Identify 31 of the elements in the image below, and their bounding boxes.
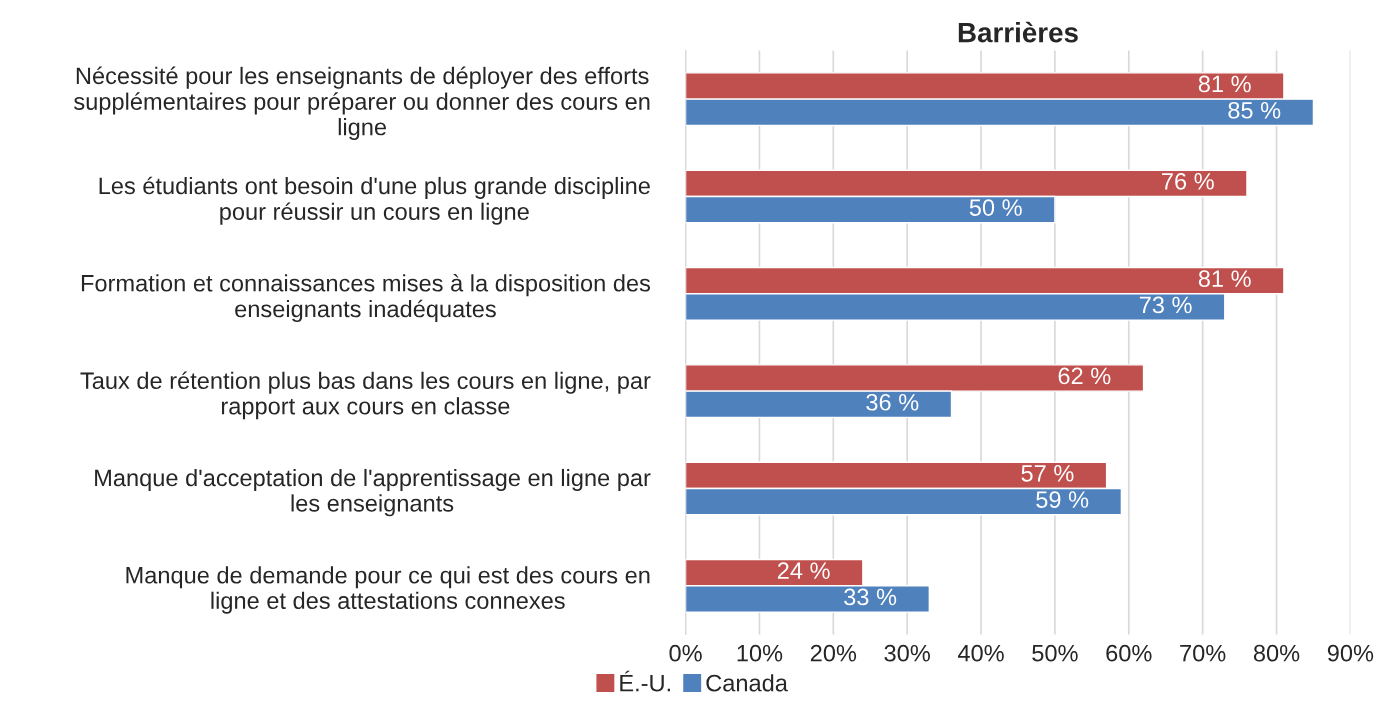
y-tick-label: Les étudiants ont besoin d'une plus grande discipline pour réussir un cours en ligne bbox=[99, 176, 650, 225]
data-label: 81 % bbox=[1198, 75, 1251, 93]
data-label: 24 % bbox=[777, 562, 830, 579]
data-label: 85 % bbox=[1228, 101, 1281, 119]
data-label: 81 % bbox=[1198, 270, 1251, 288]
data-label: 57 % bbox=[1021, 465, 1074, 482]
data-label: 59 % bbox=[1036, 491, 1089, 508]
x-tick-label: 80% bbox=[1253, 644, 1300, 662]
y-tick-label: Nécessité pour les enseignants de déployer des efforts supplémentaires pour préparer ou donner des cours en ligne bbox=[74, 66, 650, 141]
x-tick-label: 70% bbox=[1180, 644, 1226, 662]
x-tick-label: 20% bbox=[810, 644, 857, 662]
data-label: 33 % bbox=[844, 588, 897, 606]
legend-label: Canada bbox=[706, 674, 788, 692]
data-label: 36 % bbox=[866, 393, 919, 411]
y-tick-label: Formation et connaissances mises à la disposition des enseignants inadéquates bbox=[81, 273, 651, 323]
x-tick-label: 40% bbox=[957, 644, 1004, 662]
x-tick-label: 50% bbox=[1032, 644, 1078, 662]
data-label: 76 % bbox=[1162, 172, 1214, 190]
chart-title: Barrières bbox=[958, 21, 1078, 43]
x-tick-label: 90% bbox=[1327, 644, 1374, 662]
y-tick-label: Manque de demande pour ce qui est des cours en ligne et des attestations connexes bbox=[126, 566, 650, 614]
data-label: 50 % bbox=[969, 199, 1022, 216]
y-tick-label: Taux de rétention plus bas dans les cours en ligne, par rapport aux cours en classe bbox=[80, 371, 651, 420]
x-tick-label: 30% bbox=[884, 644, 930, 662]
x-tick-label: 0% bbox=[669, 644, 702, 662]
legend-label: É.-U. bbox=[620, 670, 670, 692]
data-label: 62 % bbox=[1058, 367, 1111, 385]
x-tick-label: 60% bbox=[1106, 644, 1152, 662]
y-tick-label: Manque d'acceptation de l'apprentissage en ligne par les enseignants bbox=[95, 468, 651, 517]
data-label: 73 % bbox=[1139, 296, 1192, 314]
x-tick-label: 10% bbox=[737, 644, 783, 662]
